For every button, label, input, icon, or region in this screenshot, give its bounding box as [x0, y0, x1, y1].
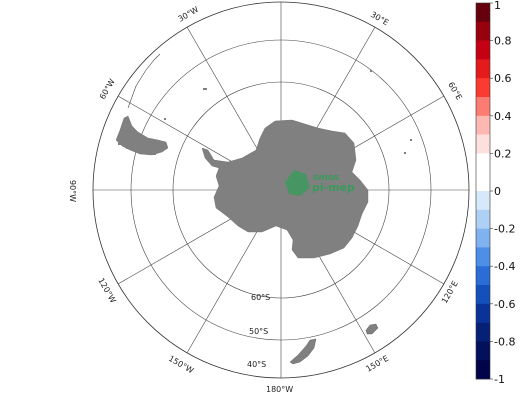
colorbar-segment	[476, 134, 490, 154]
colorbar-segment	[476, 59, 490, 79]
colorbar-tick-label: 0.8	[494, 35, 512, 48]
colorbar-segment	[476, 172, 490, 192]
colorbar-segment	[476, 247, 490, 267]
colorbar-segment	[476, 3, 490, 23]
colorbar-tick-label: -0.4	[494, 260, 515, 273]
fuegian-islands	[118, 118, 166, 155]
logo-line2: pi-mep	[312, 181, 355, 194]
colorbar-tick-label: 0.4	[494, 110, 512, 123]
colorbar-segment	[476, 303, 490, 323]
colorbar-tick-label: 1	[494, 0, 501, 12]
colorbar	[475, 2, 491, 380]
colorbar-segment	[476, 153, 490, 173]
lon-label-120w: 120°W	[96, 277, 117, 305]
lat-label-60s: 60°S	[251, 293, 270, 302]
lat-label-40s: 40°S	[247, 360, 266, 369]
lon-label-150w: 150°W	[167, 354, 195, 375]
colorbar-segment	[476, 285, 490, 305]
colorbar-segment	[476, 322, 490, 342]
colorbar-tick-label: 0.2	[494, 147, 512, 160]
colorbar-segment	[476, 40, 490, 60]
colorbar-tick-label: -0.6	[494, 298, 515, 311]
lon-label-180: 180°W	[266, 385, 293, 394]
colorbar-segment	[476, 97, 490, 117]
colorbar-segment	[476, 21, 490, 41]
lon-label-30w: 30°W	[177, 5, 201, 24]
smos-pi-mep-logo: smos pi-mep	[285, 170, 355, 196]
colorbar-segment	[476, 341, 490, 361]
colorbar-tick-label: 0.6	[494, 72, 512, 85]
sub-antarctic-islands	[203, 70, 412, 154]
lon-label-60w: 60°W	[98, 77, 117, 101]
colorbar-tick-label: -1	[494, 373, 505, 386]
lon-label-30e: 30°E	[369, 10, 390, 27]
colorbar-segment	[476, 266, 490, 286]
new-zealand-south-island	[289, 338, 317, 365]
colorbar-segment	[476, 115, 490, 135]
colorbar-ticks: 1 0.8 0.6 0.4 0.2 0 -0.2 -0.4 -0.6 -0.8 -1	[490, 0, 515, 386]
colorbar-tick-label: 0	[494, 185, 501, 198]
logo-line1: smos	[313, 173, 339, 183]
south-america-coast-line	[127, 53, 161, 109]
new-zealand-north-island	[365, 323, 379, 335]
lat-label-50s: 50°S	[249, 327, 268, 336]
lon-label-90w: 90°W	[68, 180, 77, 202]
colorbar-segment	[476, 228, 490, 248]
colorbar-segment	[476, 191, 490, 211]
colorbar-tick-label: -0.2	[494, 223, 515, 236]
antarctica-landmass	[201, 119, 369, 259]
south-america-landmass	[115, 115, 169, 156]
colorbar-segment	[476, 209, 490, 229]
logo-icon	[285, 170, 310, 196]
lon-label-60e: 60°E	[446, 81, 463, 102]
colorbar-segment	[476, 360, 490, 380]
colorbar-segment	[476, 78, 490, 98]
colorbar-tick-label: -0.8	[494, 335, 515, 348]
